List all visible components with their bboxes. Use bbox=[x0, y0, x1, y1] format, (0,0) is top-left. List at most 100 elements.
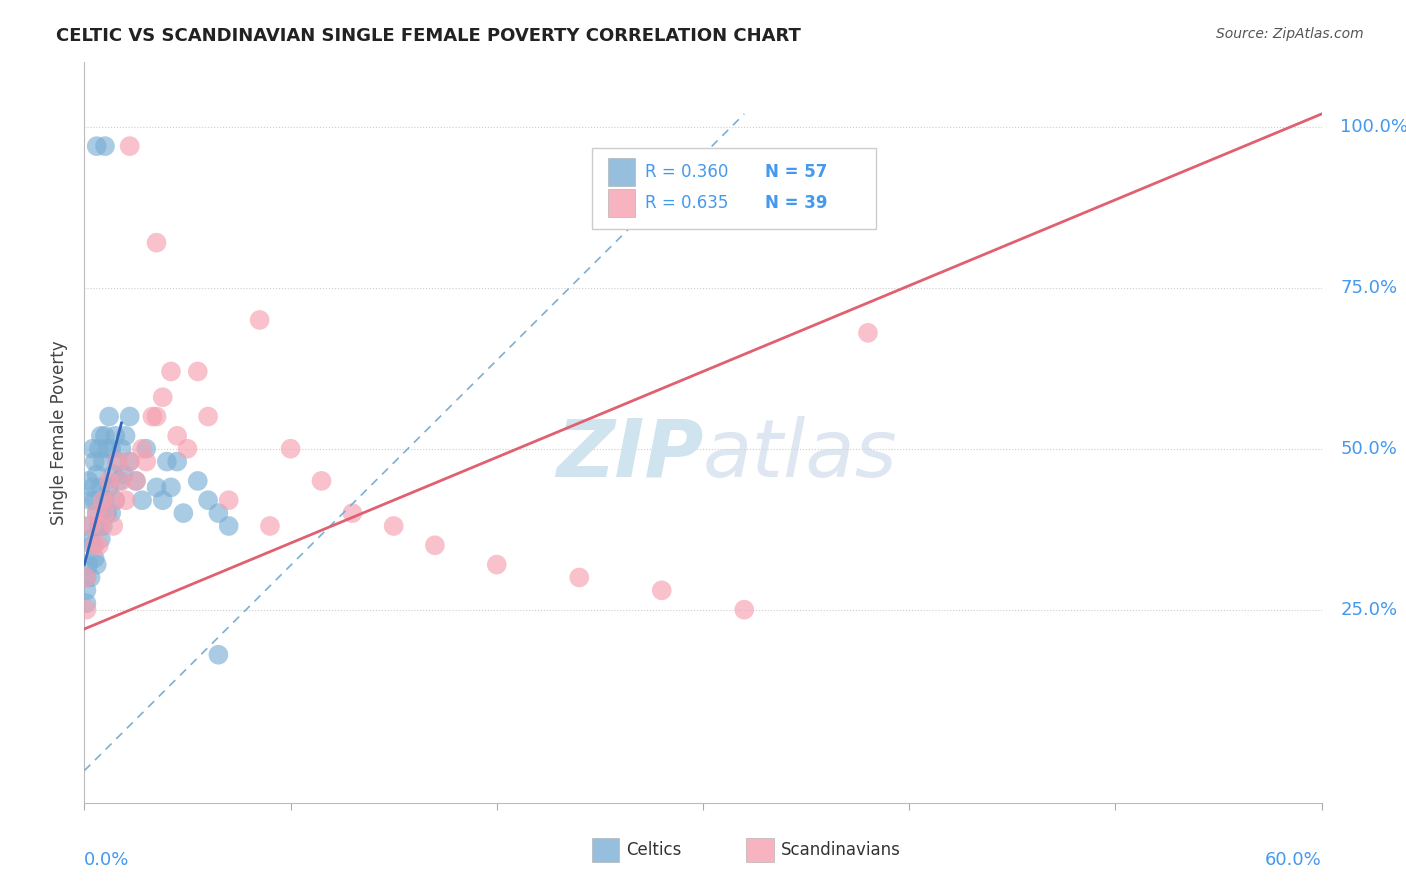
Point bbox=[114, 429, 136, 443]
Point bbox=[104, 493, 127, 508]
Bar bbox=[607, 189, 636, 217]
Point bbox=[104, 429, 127, 443]
Point bbox=[152, 390, 174, 404]
Point bbox=[79, 532, 101, 546]
Text: CELTIC VS SCANDINAVIAN SINGLE FEMALE POVERTY CORRELATION CHART: CELTIC VS SCANDINAVIAN SINGLE FEMALE POV… bbox=[56, 27, 801, 45]
Point bbox=[83, 551, 105, 566]
Text: 75.0%: 75.0% bbox=[1340, 279, 1398, 297]
Point bbox=[100, 506, 122, 520]
Point bbox=[207, 506, 229, 520]
Point bbox=[145, 409, 167, 424]
Point bbox=[79, 570, 101, 584]
Point bbox=[86, 139, 108, 153]
Point bbox=[135, 454, 157, 468]
Point bbox=[87, 519, 110, 533]
Point bbox=[118, 409, 141, 424]
Point bbox=[197, 493, 219, 508]
Point bbox=[104, 493, 127, 508]
Point bbox=[145, 235, 167, 250]
Point bbox=[90, 519, 112, 533]
Point bbox=[568, 570, 591, 584]
Point bbox=[83, 454, 105, 468]
Bar bbox=[607, 158, 636, 186]
Point bbox=[96, 506, 118, 520]
Point bbox=[166, 429, 188, 443]
Text: atlas: atlas bbox=[703, 416, 898, 494]
Point bbox=[423, 538, 446, 552]
Point bbox=[280, 442, 302, 456]
Text: Source: ZipAtlas.com: Source: ZipAtlas.com bbox=[1216, 27, 1364, 41]
Text: R = 0.360: R = 0.360 bbox=[645, 163, 728, 181]
Point bbox=[83, 538, 105, 552]
Point bbox=[207, 648, 229, 662]
Point bbox=[83, 493, 105, 508]
Point bbox=[105, 454, 128, 468]
Y-axis label: Single Female Poverty: Single Female Poverty bbox=[51, 341, 69, 524]
Point bbox=[94, 493, 117, 508]
Text: Scandinavians: Scandinavians bbox=[780, 841, 901, 859]
Point bbox=[86, 558, 108, 572]
Point bbox=[172, 506, 194, 520]
Point bbox=[218, 519, 240, 533]
Point bbox=[382, 519, 405, 533]
Point bbox=[114, 493, 136, 508]
Point bbox=[86, 506, 108, 520]
Point bbox=[108, 474, 131, 488]
Point bbox=[125, 474, 148, 488]
Point bbox=[77, 474, 100, 488]
Point bbox=[77, 558, 100, 572]
Bar bbox=[747, 838, 773, 862]
Point bbox=[79, 519, 101, 533]
Point bbox=[82, 442, 104, 456]
Point bbox=[75, 570, 97, 584]
Point bbox=[75, 570, 97, 584]
Point bbox=[156, 454, 179, 468]
Point bbox=[131, 442, 153, 456]
Text: 0.0%: 0.0% bbox=[84, 851, 129, 869]
Point bbox=[75, 583, 97, 598]
Point bbox=[103, 467, 125, 482]
Point bbox=[75, 602, 97, 616]
Text: 60.0%: 60.0% bbox=[1265, 851, 1322, 869]
Text: N = 39: N = 39 bbox=[765, 194, 827, 212]
Point bbox=[166, 454, 188, 468]
Point bbox=[485, 558, 508, 572]
Point bbox=[118, 454, 141, 468]
Point bbox=[90, 429, 112, 443]
Text: ZIP: ZIP bbox=[555, 416, 703, 494]
Point bbox=[86, 506, 108, 520]
Point bbox=[141, 409, 163, 424]
Point bbox=[82, 538, 104, 552]
Point bbox=[145, 480, 167, 494]
Point bbox=[94, 429, 117, 443]
Point bbox=[152, 493, 174, 508]
Point bbox=[131, 493, 153, 508]
Point bbox=[733, 602, 755, 616]
Point bbox=[103, 519, 125, 533]
Point bbox=[249, 313, 271, 327]
Text: 50.0%: 50.0% bbox=[1340, 440, 1398, 458]
Point bbox=[160, 480, 183, 494]
Point bbox=[98, 409, 121, 424]
Point bbox=[91, 454, 114, 468]
FancyBboxPatch shape bbox=[592, 147, 876, 229]
Point bbox=[342, 506, 364, 520]
Point bbox=[311, 474, 333, 488]
Point bbox=[118, 139, 141, 153]
Point bbox=[218, 493, 240, 508]
Text: N = 57: N = 57 bbox=[765, 163, 827, 181]
Point bbox=[98, 480, 121, 494]
Point bbox=[96, 442, 118, 456]
Point bbox=[176, 442, 198, 456]
Point bbox=[86, 467, 108, 482]
Point bbox=[100, 442, 122, 456]
Point bbox=[91, 493, 114, 508]
Point bbox=[856, 326, 879, 340]
Text: 25.0%: 25.0% bbox=[1340, 600, 1398, 619]
Point bbox=[105, 454, 128, 468]
Point bbox=[90, 480, 112, 494]
Point bbox=[90, 532, 112, 546]
Point bbox=[259, 519, 281, 533]
Text: Celtics: Celtics bbox=[626, 841, 682, 859]
Point bbox=[118, 454, 141, 468]
